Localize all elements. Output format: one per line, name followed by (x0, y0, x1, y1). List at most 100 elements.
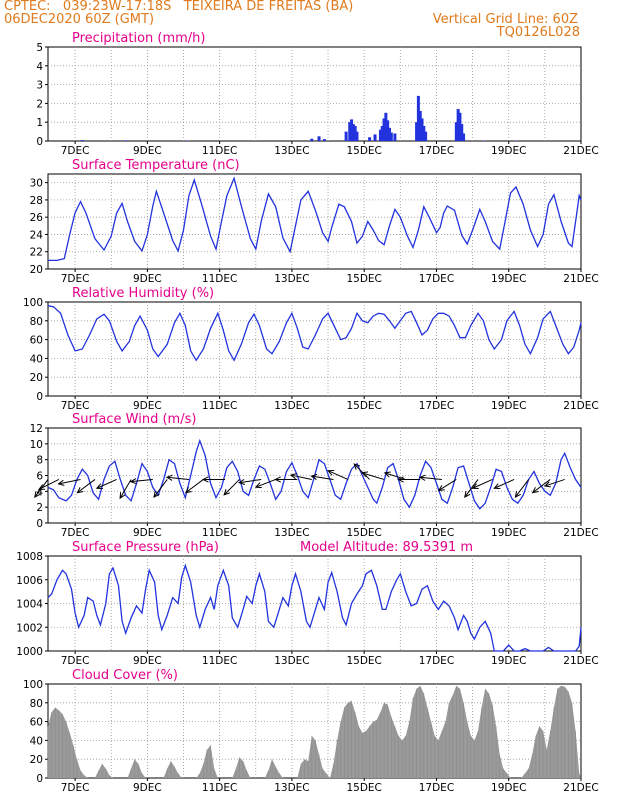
panel-pres: 1000 1002 1004 1006 1008 7DEC 9DEC 11DEC 13DEC 15… (16, 540, 598, 667)
y-tick-label: 80 (30, 698, 43, 710)
wind-vector (471, 479, 493, 489)
wind-vector (129, 478, 153, 485)
wind-vector-head (353, 463, 361, 470)
wind-vector (201, 476, 226, 483)
x-tick-label: 7DEC (61, 145, 90, 157)
precip-bar (351, 124, 355, 141)
wind-vector-head (223, 489, 230, 496)
precip-bar (420, 118, 424, 141)
wind-vector (165, 474, 189, 481)
x-tick-label: 17DEC (419, 655, 454, 667)
wind-vector (418, 474, 442, 481)
precip-bar (387, 127, 391, 141)
wind-vector (310, 473, 334, 480)
wind-vector (274, 476, 298, 483)
x-tick-label: 7DEC (61, 782, 90, 794)
precip-bar (386, 120, 390, 141)
panel-title: Precipitation (mm/h) (72, 31, 205, 46)
precip-bar (310, 138, 314, 141)
x-tick-label: 17DEC (419, 400, 454, 412)
wind-vector-head (76, 487, 84, 494)
precip-bar (424, 131, 428, 141)
wind-vector-shaft (353, 463, 370, 480)
wind-vector (327, 469, 349, 480)
x-tick-label: 19DEC (491, 273, 526, 285)
y-tick-label: 10 (30, 439, 43, 451)
x-tick-label: 15DEC (346, 273, 381, 285)
precip-bar (462, 133, 466, 141)
y-tick-label: 1 (36, 117, 43, 129)
x-tick-label: 11DEC (202, 400, 237, 412)
x-tick-label: 11DEC (202, 145, 237, 157)
x-tick-label: 13DEC (274, 400, 309, 412)
x-tick-label: 15DEC (346, 527, 381, 539)
wind-vector-shaft (130, 478, 153, 483)
x-tick-label: 17DEC (419, 145, 454, 157)
wind-vector-shaft (532, 479, 551, 494)
wind-vector-shaft (464, 479, 479, 498)
header-grid-note: Vertical Grid Line: 60Z (432, 12, 578, 27)
wind-vector-shaft (361, 472, 385, 480)
precip-bar (378, 129, 382, 141)
x-tick-label: 21DEC (563, 273, 598, 285)
y-tick-label: 40 (30, 735, 43, 747)
wind-vector-head (397, 476, 404, 483)
y-tick-label: 6 (36, 471, 43, 483)
precip-bar (422, 125, 426, 141)
wind-vector-head (327, 469, 335, 476)
y-tick-label: 5 (36, 42, 43, 54)
wind-vector (223, 479, 240, 496)
precip-bar (456, 109, 460, 141)
x-tick-label: 17DEC (419, 782, 454, 794)
x-tick-label: 9DEC (133, 273, 162, 285)
y-tick-label: 2 (36, 98, 43, 110)
wind-vector (493, 479, 515, 489)
wind-vector (57, 478, 81, 486)
x-tick-label: 13DEC (274, 145, 309, 157)
x-tick-label: 15DEC (346, 655, 381, 667)
wind-vector-shaft (58, 478, 81, 485)
wind-vector-head (274, 476, 281, 483)
x-tick-label: 19DEC (491, 527, 526, 539)
wind-vector-head (464, 491, 471, 498)
y-tick-label: 0 (36, 773, 43, 785)
y-tick-label: 0 (36, 518, 43, 530)
wind-line (47, 438, 582, 510)
wind-vector (514, 479, 530, 498)
wind-vector (437, 479, 457, 492)
wind-vector-head (437, 485, 445, 492)
wind-vector-shaft (185, 479, 204, 494)
wind-vector-head (493, 483, 501, 489)
x-tick-label: 21DEC (563, 527, 598, 539)
wind-vector-head (165, 474, 173, 481)
wind-vector (254, 478, 276, 489)
wind-vector-shaft (223, 479, 240, 496)
header-model-code: TQ0126L028 (496, 25, 580, 40)
precip-bar (380, 125, 384, 141)
x-tick-label: 19DEC (491, 400, 526, 412)
panel-subtitle: Model Altitude: 89.5391 m (300, 540, 473, 555)
y-tick-label: 12 (30, 423, 43, 435)
wind-vector-shaft (96, 479, 117, 489)
x-tick-label: 21DEC (563, 655, 598, 667)
y-tick-label: 1002 (16, 622, 43, 634)
y-tick-label: 20 (30, 372, 43, 384)
wind-vector-head (119, 492, 126, 500)
x-tick-label: 13DEC (274, 655, 309, 667)
wind-vector (360, 471, 385, 480)
y-tick-label: 100 (23, 679, 43, 691)
wind-vector (353, 463, 370, 480)
panel-precip: 0 1 2 3 4 5 7DEC 9DEC 11DEC 13DEC 15DEC 17DEC 19DEC 2… (36, 31, 598, 157)
y-tick-label: 60 (30, 335, 43, 347)
header-date: 06DEC2020 60Z (GMT) (4, 12, 155, 27)
wind-vector-shaft (438, 479, 457, 491)
panel-cloud: 0 20 40 60 80 100 7DEC 9DEC 11DEC 13DEC 15DEC 17DEC… (23, 668, 599, 794)
wind-vector-shaft (419, 476, 442, 480)
y-tick-label: 26 (30, 212, 44, 224)
x-tick-label: 15DEC (346, 400, 381, 412)
rh-line (47, 305, 582, 362)
wind-vector-shaft (494, 479, 515, 489)
y-tick-label: 28 (30, 195, 43, 207)
header-line1: CPTEC: 039:23W-17:18S TEIXEIRA DE FREITA… (4, 0, 354, 14)
